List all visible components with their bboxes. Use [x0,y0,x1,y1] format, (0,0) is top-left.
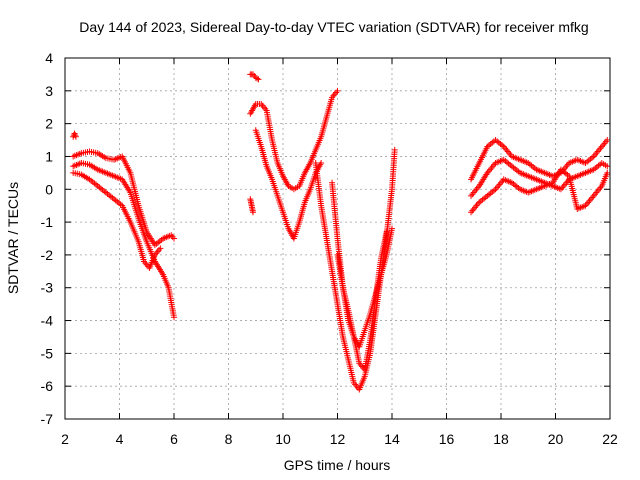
series-arc-c-lower [468,166,611,216]
x-tick-label: 20 [548,431,564,447]
data-points [70,71,611,393]
series-arc-b-top [247,71,262,83]
data-point [255,76,262,83]
series-arc-b-short [247,196,257,216]
series-arc-a-lower [70,169,164,272]
x-tick-label: 18 [493,431,509,447]
data-point [171,235,177,242]
y-tick-label: -1 [41,214,54,230]
x-tick-label: 14 [384,431,400,447]
data-point [334,87,341,94]
y-tick-label: -3 [41,280,54,296]
y-tick-label: -6 [41,378,54,394]
y-tick-label: -7 [41,411,54,427]
y-tick-label: -5 [41,345,54,361]
data-point [157,245,164,252]
y-axis-title: SDTVAR / TECUs [5,182,21,294]
series-arc-a-middle [70,160,177,321]
x-tick-labels: 2 4 6 8 10 12 14 16 18 20 22 [61,431,618,447]
series-arc-c-upper [468,137,611,183]
y-tick-label: 3 [45,83,53,99]
data-point-fill [254,75,261,82]
y-tick-label: -4 [41,313,54,329]
data-point [383,228,390,235]
data-point [250,209,257,216]
x-tick-label: 6 [170,431,178,447]
x-tick-label: 12 [330,431,346,447]
data-point [171,314,177,321]
y-tick-label: 4 [45,50,53,66]
data-point [604,169,611,176]
y-tick-label: 1 [45,148,53,164]
series-arc-a-upper [70,148,177,249]
data-point [391,146,398,153]
data-point [318,160,325,167]
y-tick-label: 0 [45,181,53,197]
series-arc-c-middle [468,156,611,199]
x-tick-label: 16 [439,431,455,447]
data-point [604,137,611,144]
y-tick-label: 2 [45,116,53,132]
y-tick-label: -2 [41,247,54,263]
x-tick-label: 8 [225,431,233,447]
series-arc-a-start [70,130,79,140]
x-tick-label: 22 [602,431,618,447]
series-arc-b-lower [252,127,325,242]
y-tick-labels: -7 -6 -5 -4 -3 -2 -1 0 1 2 3 4 [41,50,54,427]
x-tick-label: 10 [275,431,291,447]
plot-frame [64,57,611,420]
x-tick-label: 2 [61,431,69,447]
series-arc-b-upper [247,87,341,193]
data-point [604,163,611,170]
series-arc-b-dip-3 [334,228,390,373]
x-axis-title: GPS time / hours [284,457,391,473]
chart-title: Day 144 of 2023, Sidereal Day-to-day VTE… [79,19,588,35]
data-point [389,225,395,232]
x-tick-label: 4 [116,431,124,447]
data-point [72,133,79,140]
